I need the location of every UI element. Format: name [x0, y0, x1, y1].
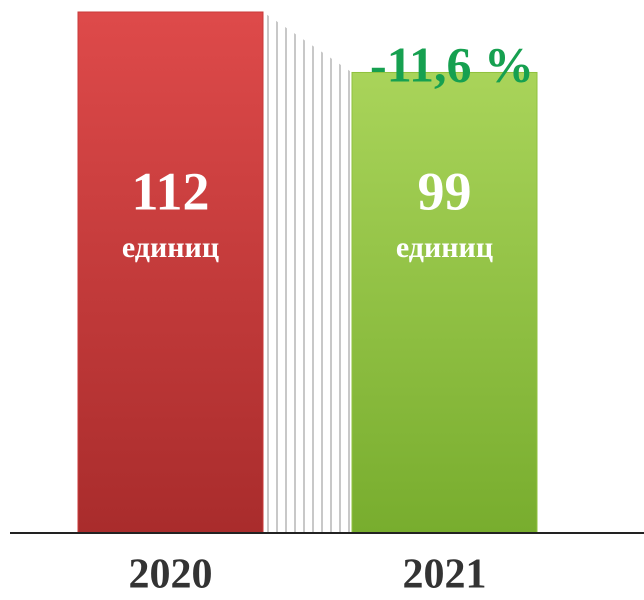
- annotation: -11,6 %: [370, 36, 534, 92]
- connector: [263, 12, 352, 533]
- value-label: 112: [131, 161, 209, 221]
- bar: [77, 11, 264, 534]
- value-label: 99: [418, 161, 472, 221]
- x-tick-label: 2020: [129, 552, 213, 598]
- unit-label: единиц: [122, 231, 219, 264]
- bar: [351, 71, 538, 534]
- x-tick-label: 2021: [403, 552, 487, 598]
- unit-label: единиц: [396, 231, 493, 264]
